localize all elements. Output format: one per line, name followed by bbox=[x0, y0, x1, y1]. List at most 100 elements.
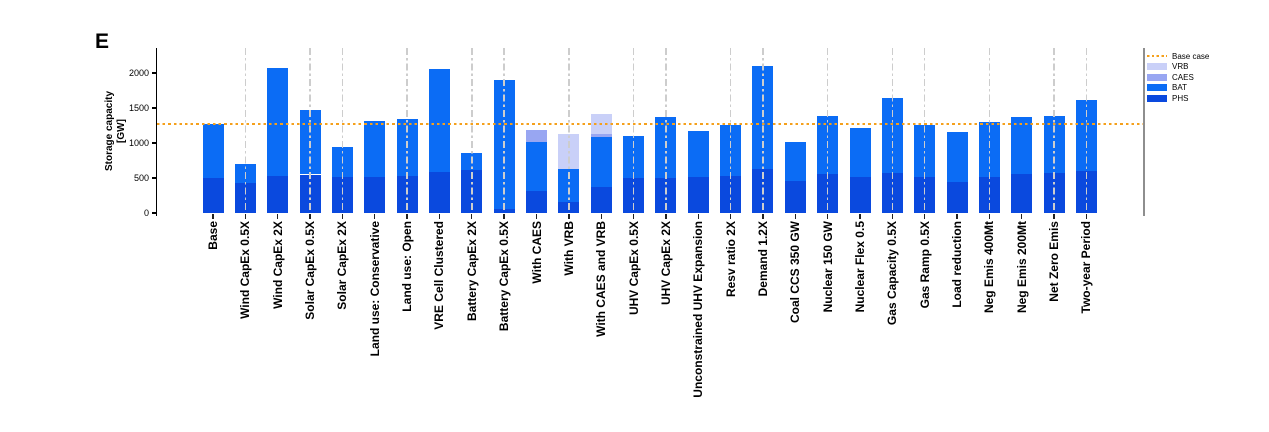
x-category-label: Neg Emis 200Mt bbox=[1014, 221, 1029, 314]
y-tick-mark bbox=[151, 72, 156, 74]
bar-segment-phs bbox=[784, 181, 806, 213]
panel-label: E bbox=[95, 30, 110, 53]
x-category-label: Load reduction bbox=[950, 221, 965, 308]
legend-row-base-case: Base case bbox=[1147, 51, 1209, 62]
vertical-guide-line bbox=[632, 48, 635, 213]
legend-label: VRB bbox=[1172, 62, 1189, 72]
bar-segment-phs bbox=[526, 191, 547, 213]
x-tick-mark bbox=[665, 213, 667, 219]
bar-segment-bat bbox=[267, 68, 289, 177]
x-tick-mark bbox=[341, 213, 344, 219]
legend-row-phs: PHS bbox=[1147, 93, 1209, 104]
legend-row-bat: BAT bbox=[1147, 83, 1209, 94]
x-category-label: With CAES and VRB bbox=[594, 221, 609, 337]
vertical-guide-line bbox=[406, 48, 408, 213]
legend-swatch-caes bbox=[1147, 73, 1167, 81]
x-tick-mark bbox=[406, 213, 408, 219]
bar-segment-bat bbox=[1011, 117, 1033, 174]
bar-segment-phs bbox=[946, 182, 968, 213]
x-tick-mark bbox=[729, 213, 732, 219]
x-tick-mark bbox=[1085, 213, 1088, 219]
base-case-line bbox=[157, 123, 1143, 125]
x-tick-mark bbox=[309, 213, 311, 219]
base-case-line-swatch bbox=[1147, 55, 1167, 58]
x-tick-mark bbox=[1053, 213, 1055, 219]
y-tick-label: 1500 bbox=[128, 103, 149, 113]
x-tick-mark bbox=[1021, 213, 1023, 219]
y-axis-label: Storage capacity [GW] bbox=[104, 56, 128, 206]
y-axis-label-line1: Storage capacity bbox=[104, 90, 115, 172]
x-tick-mark bbox=[924, 213, 926, 219]
x-category-label: Battery CapEx 0.5X bbox=[497, 221, 512, 332]
bar-segment-phs bbox=[849, 176, 871, 213]
x-category-label: With CAES bbox=[529, 221, 544, 284]
x-tick-mark bbox=[632, 213, 635, 219]
x-category-label: Gas Ramp 0.5X bbox=[917, 221, 932, 309]
vertical-guide-line bbox=[826, 48, 829, 213]
bar-segment-bat bbox=[687, 130, 709, 177]
y-tick-label: 500 bbox=[133, 173, 149, 183]
x-category-label: Solar CapEx 0.5X bbox=[303, 221, 318, 320]
vertical-guide-line bbox=[244, 48, 247, 213]
x-category-label: Wind CapEx 2X bbox=[270, 221, 285, 309]
bar-segment-phs bbox=[1011, 173, 1033, 213]
legend-label: PHS bbox=[1172, 93, 1189, 103]
x-tick-mark bbox=[568, 213, 570, 219]
x-tick-mark bbox=[826, 213, 829, 219]
x-category-label: Base bbox=[206, 221, 220, 250]
vertical-guide-line bbox=[309, 48, 311, 213]
x-category-label: Net Zero Emis bbox=[1047, 221, 1062, 302]
x-tick-mark bbox=[697, 213, 699, 219]
vertical-guide-line bbox=[665, 48, 667, 213]
x-tick-mark bbox=[471, 213, 473, 219]
legend-label: CAES bbox=[1172, 72, 1194, 82]
bar-segment-phs bbox=[687, 176, 709, 213]
x-category-label: Land use: Open bbox=[400, 221, 415, 312]
x-tick-mark bbox=[374, 213, 376, 219]
x-category-label: Unconstrained UHV Expansion bbox=[691, 221, 706, 398]
x-category-label: UHV CapEx 2X bbox=[658, 221, 673, 306]
y-axis-spine bbox=[155, 48, 157, 216]
x-category-label: VRE Cell Clustered bbox=[432, 221, 447, 330]
x-category-label: With VRB bbox=[561, 221, 576, 276]
y-tick-label: 2000 bbox=[128, 68, 149, 78]
vertical-guide-line bbox=[1053, 48, 1055, 213]
x-category-label: Nuclear Flex 0.5 bbox=[853, 221, 867, 313]
legend: Base case VRB CAES BAT PHS bbox=[1147, 51, 1209, 104]
vertical-guide-line bbox=[762, 48, 764, 213]
y-tick-mark bbox=[151, 142, 156, 144]
bar-segment-bat bbox=[428, 68, 450, 172]
bar-segment-bat bbox=[526, 141, 547, 192]
x-tick-mark bbox=[956, 213, 958, 219]
bar-segment-caes bbox=[526, 129, 547, 142]
x-tick-mark bbox=[794, 213, 796, 219]
legend-row-caes: CAES bbox=[1147, 72, 1209, 83]
x-category-label: Neg Emis 400Mt bbox=[982, 221, 997, 314]
x-tick-mark bbox=[859, 213, 861, 219]
x-tick-mark bbox=[503, 213, 505, 219]
right-axis-spine bbox=[1143, 48, 1145, 216]
legend-label: Base case bbox=[1172, 51, 1210, 61]
legend-swatch-bat bbox=[1147, 84, 1167, 92]
x-tick-mark bbox=[535, 213, 538, 219]
x-tick-mark bbox=[891, 213, 894, 219]
x-tick-mark bbox=[600, 213, 602, 219]
vertical-guide-line bbox=[729, 48, 732, 213]
vertical-guide-line bbox=[568, 48, 570, 213]
y-tick-mark bbox=[151, 177, 156, 179]
x-tick-mark bbox=[212, 213, 214, 219]
x-tick-mark bbox=[438, 213, 441, 219]
x-tick-mark bbox=[277, 213, 279, 219]
x-category-label: Wind CapEx 0.5X bbox=[238, 221, 253, 319]
legend-label: BAT bbox=[1172, 83, 1187, 93]
y-tick-label: 0 bbox=[143, 208, 149, 218]
legend-swatch-phs bbox=[1147, 94, 1167, 102]
bar-segment-phs bbox=[267, 176, 289, 213]
bar-segment-bat bbox=[590, 137, 612, 188]
y-tick-mark bbox=[151, 107, 156, 109]
bar-segment-phs bbox=[428, 171, 450, 213]
x-category-label: UHV CapEx 0.5X bbox=[626, 221, 641, 316]
x-category-label: Two-year Period bbox=[1079, 221, 1094, 314]
bar-segment-phs bbox=[202, 178, 224, 213]
